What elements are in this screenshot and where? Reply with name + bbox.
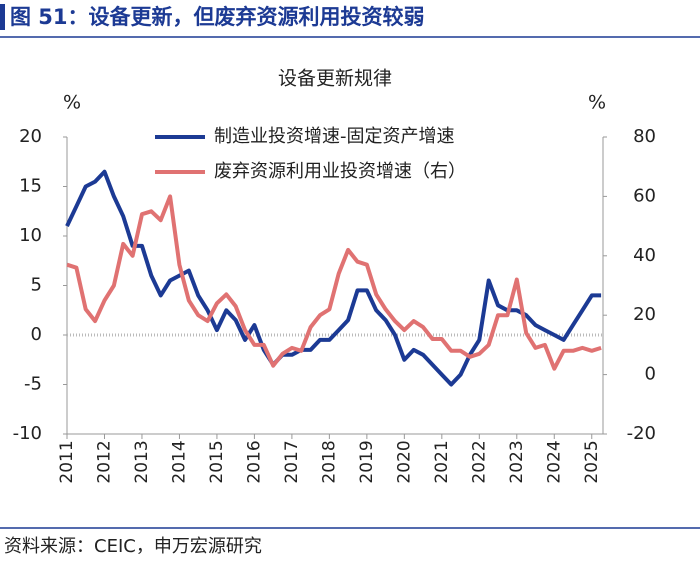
x-tick-label: 2018 [319,440,339,483]
legend-label: 制造业投资增速-固定资产增速 [214,126,455,147]
y-tick-label: 5 [31,275,42,296]
series-line [65,169,602,387]
y2-tick-label: 60 [633,185,656,206]
y-tick-label: 20 [19,126,42,147]
x-tick-label: 2023 [507,440,527,483]
x-tick-label: 2011 [57,440,77,483]
x-tick-label: 2013 [132,440,152,483]
x-tick-label: 2022 [469,440,489,483]
x-tick-label: 2019 [357,440,377,483]
x-tick-label: 2012 [94,440,114,483]
header-bar [0,4,5,30]
x-tick-label: 2017 [282,440,302,483]
x-tick-label: 2020 [394,440,414,483]
legend-label: 废弃资源利用业投资增速（右） [214,161,466,182]
chart-title: 设备更新规律 [278,68,392,90]
y2-tick-label: -20 [627,423,656,444]
source: 资料来源：CEIC，申万宏源研究 [4,536,262,557]
y2-axis-label: % [588,92,606,114]
x-tick-label: 2015 [207,440,227,483]
y-tick-label: 15 [19,176,42,197]
header-title: 图 51：设备更新，但废弃资源利用投资较弱 [10,5,425,29]
x-tick-label: 2024 [544,440,564,483]
x-tick-label: 2025 [582,440,602,483]
x-tick-label: 2016 [244,440,264,483]
series-line [66,194,602,371]
y-tick-label: -10 [13,423,42,444]
x-tick-label: 2021 [432,440,452,483]
y2-tick-label: 40 [633,245,656,266]
y2-tick-label: 0 [645,364,656,385]
y2-tick-label: 80 [633,126,656,147]
y-tick-label: 10 [19,225,42,246]
y-tick-label: -5 [24,374,42,395]
y-tick-label: 0 [31,324,42,345]
y-axis-label: % [63,92,81,114]
x-tick-label: 2014 [169,440,189,483]
y2-tick-label: 20 [633,304,656,325]
